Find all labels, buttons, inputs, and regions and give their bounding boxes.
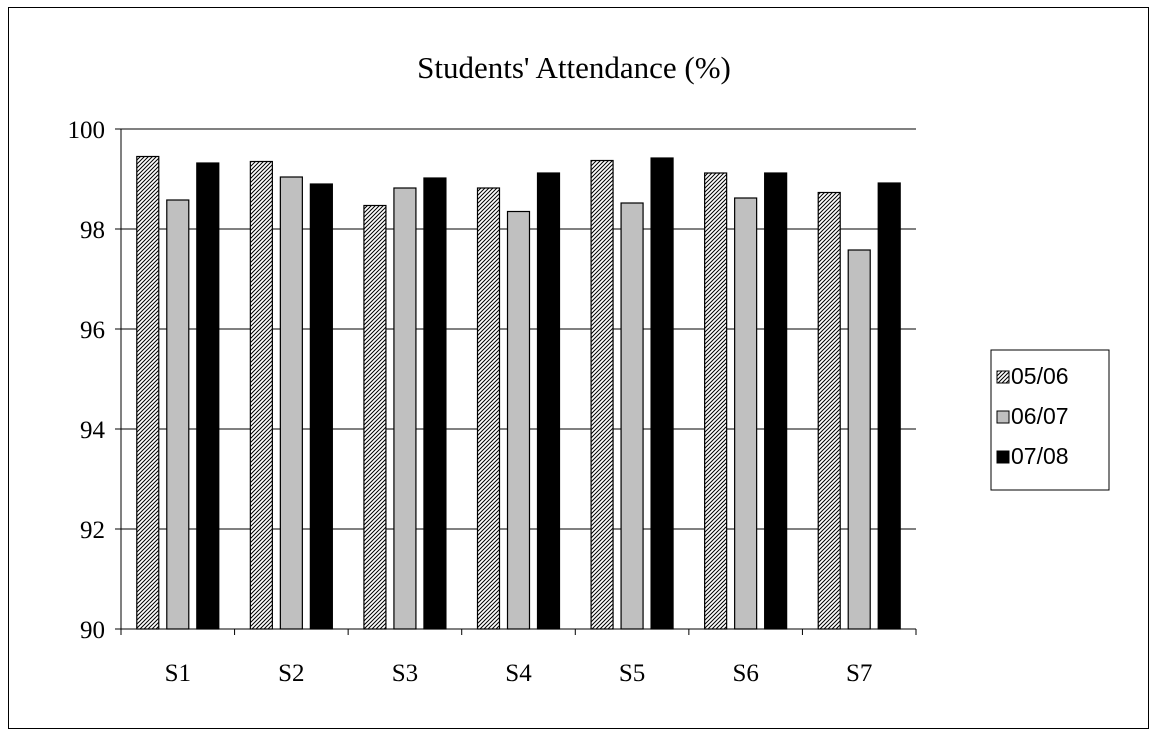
- bar-S5-07-08: [650, 157, 674, 630]
- bar-S1-06-07: [166, 199, 190, 630]
- x-tick-label: S7: [846, 660, 872, 687]
- bar-S5-05-06: [590, 159, 614, 630]
- y-tick-label: 92: [80, 517, 105, 544]
- bar-S5-06-07: [620, 202, 644, 630]
- bar-S6-06-07: [734, 197, 758, 630]
- bar-S7-06-07: [847, 249, 871, 630]
- legend: 05/06 06/07 07/08: [990, 349, 1110, 491]
- x-tick-label: S1: [165, 660, 191, 687]
- bar-S7-05-06: [817, 191, 841, 630]
- bar-S2-07-08: [309, 183, 333, 630]
- legend-swatch-07-08: [996, 450, 1010, 464]
- bar-S2-05-06: [249, 160, 273, 630]
- x-axis: S1 S2 S3 S4 S5 S6 S7: [120, 628, 917, 687]
- bar-S7-07-08: [877, 182, 901, 630]
- y-tick-label: 96: [80, 317, 105, 344]
- bar-S6-07-08: [764, 172, 788, 630]
- bar-S4-05-06: [476, 187, 501, 630]
- x-tick-label: S5: [619, 660, 645, 687]
- bar-S1-07-08: [196, 162, 220, 630]
- bar-S3-05-06: [363, 204, 387, 630]
- bar-S3-06-07: [393, 187, 417, 630]
- bar-S3-07-08: [423, 177, 447, 630]
- legend-label: 07/08: [1011, 443, 1069, 469]
- bar-S4-07-08: [536, 172, 561, 630]
- bar-S1-05-06: [136, 155, 160, 630]
- legend-swatch-05-06: [996, 370, 1010, 384]
- x-tick-label: S4: [505, 660, 532, 687]
- y-tick-label: 100: [68, 117, 106, 144]
- legend-swatch-06-07: [996, 410, 1010, 424]
- bars: [136, 155, 901, 630]
- legend-label: 06/07: [1011, 403, 1069, 429]
- legend-box: [990, 349, 1110, 491]
- legend-label: 05/06: [1011, 363, 1069, 389]
- y-tick-label: 94: [80, 417, 106, 444]
- bar-S6-05-06: [704, 172, 728, 630]
- chart-frame: Students' Attendance (%) 90 92 94 96 98 100 S…: [8, 7, 1149, 729]
- bar-S2-06-07: [279, 176, 303, 630]
- y-tick-label: 98: [80, 217, 105, 244]
- x-tick-label: S6: [732, 660, 758, 687]
- bar-chart: Students' Attendance (%) 90 92 94 96 98 100 S…: [68, 50, 1110, 687]
- bar-S4-06-07: [506, 210, 531, 630]
- x-tick-label: S2: [278, 660, 304, 687]
- y-tick-label: 90: [80, 617, 105, 644]
- x-tick-label: S3: [392, 660, 418, 687]
- chart-title: Students' Attendance (%): [417, 50, 731, 85]
- y-axis-ticks: 90 92 94 96 98 100: [68, 117, 122, 644]
